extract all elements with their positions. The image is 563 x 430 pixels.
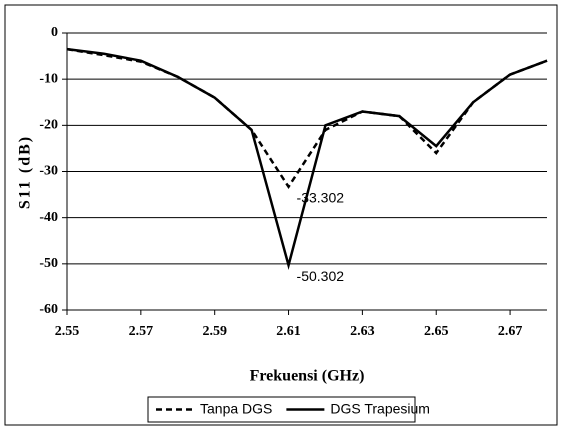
x-tick-label: 2.59 xyxy=(202,324,227,339)
chart-frame xyxy=(4,4,558,426)
y-tick-label: -40 xyxy=(39,210,58,225)
y-axis-label: S11 (dB) xyxy=(17,135,34,209)
x-tick-label: 2.67 xyxy=(498,324,523,339)
y-tick-label: -60 xyxy=(39,302,58,317)
x-tick-label: 2.61 xyxy=(276,324,301,339)
legend-box xyxy=(147,396,416,423)
y-tick-label: 0 xyxy=(51,25,58,40)
y-tick-label: -30 xyxy=(39,164,58,179)
data-label: -33.302 xyxy=(297,189,345,205)
x-tick-label: 2.63 xyxy=(350,324,375,339)
x-tick-label: 2.65 xyxy=(424,324,449,339)
series-line xyxy=(66,47,548,271)
data-label: -50.302 xyxy=(297,268,345,284)
y-tick-label: -20 xyxy=(39,118,58,133)
x-tick-label: 2.55 xyxy=(55,324,80,339)
x-tick-label: 2.57 xyxy=(129,324,154,339)
legend-label: Tanpa DGS xyxy=(200,401,272,417)
y-tick-label: -10 xyxy=(39,71,58,86)
y-tick-label: -50 xyxy=(39,256,58,271)
legend-label: DGS Trapesium xyxy=(330,401,430,417)
x-axis-label: Frekuensi (GHz) xyxy=(250,368,365,385)
